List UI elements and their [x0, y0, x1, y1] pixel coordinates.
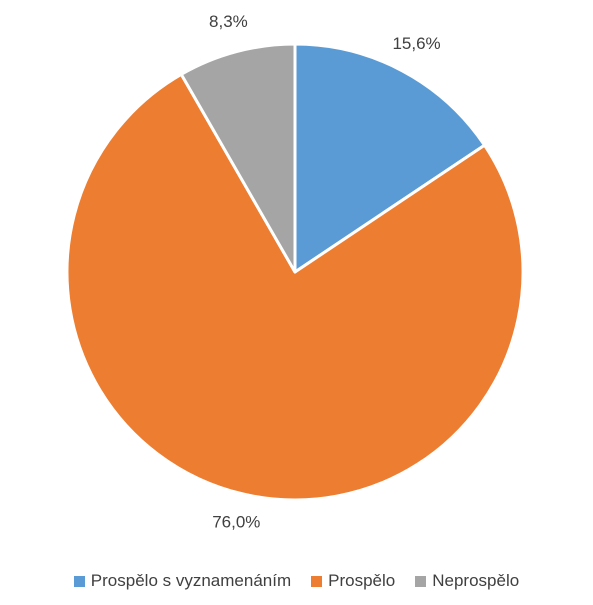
legend-swatch: [415, 575, 427, 587]
pie-slices: [65, 42, 525, 502]
legend-item-neprospelo: Neprospělo: [415, 571, 519, 591]
data-label-prospelo: 76,0%: [212, 513, 260, 532]
slice-prospelo: [65, 72, 525, 502]
slice-prospelo-s-vyznamenanim: [293, 42, 486, 274]
legend-item-prospelo: Prospělo: [311, 571, 395, 591]
data-label-neprospelo: 8,3%: [209, 12, 248, 31]
legend-label: Prospělo s vyznamenáním: [90, 571, 292, 590]
legend-swatch: [311, 575, 323, 587]
legend-label: Prospělo: [328, 571, 396, 590]
data-labels: 15,6% 76,0% 8,3%: [209, 12, 441, 531]
legend: Prospělo s vyznamenáním Prospělo Neprosp…: [0, 571, 593, 591]
legend-item-prospelo-s-vyznamenanim: Prospělo s vyznamenáním: [73, 571, 292, 591]
slice-neprospelo: [179, 42, 297, 274]
data-label-prospelo-s-vyznamenanim: 15,6%: [392, 34, 440, 53]
legend-label: Neprospělo: [432, 571, 520, 590]
legend-swatch: [73, 575, 85, 587]
